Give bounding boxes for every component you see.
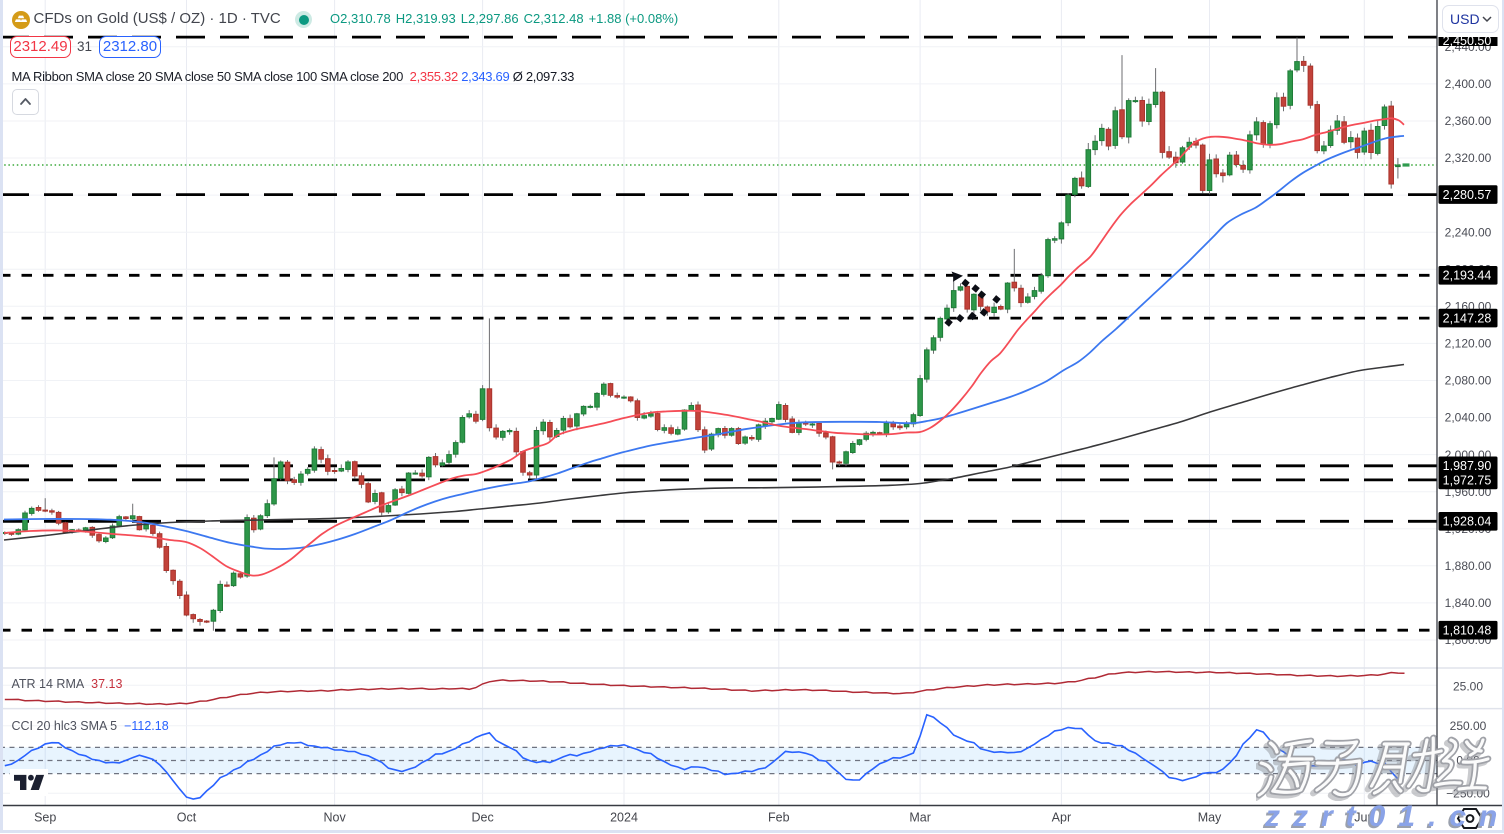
svg-text:Nov: Nov bbox=[323, 811, 346, 825]
svg-text:Sep: Sep bbox=[34, 811, 56, 825]
svg-text:2024: 2024 bbox=[610, 811, 638, 825]
svg-text:2,280.57: 2,280.57 bbox=[1443, 188, 1492, 202]
svg-text:1,880.00: 1,880.00 bbox=[1445, 559, 1492, 573]
svg-text:2,193.44: 2,193.44 bbox=[1443, 269, 1492, 283]
svg-text:1,810.48: 1,810.48 bbox=[1443, 624, 1492, 638]
svg-text:Jun: Jun bbox=[1354, 811, 1374, 825]
svg-text:Apr: Apr bbox=[1052, 811, 1071, 825]
svg-text:Oct: Oct bbox=[177, 811, 197, 825]
svg-text:Feb: Feb bbox=[768, 811, 790, 825]
svg-text:2,120.00: 2,120.00 bbox=[1445, 337, 1492, 351]
svg-text:25.00: 25.00 bbox=[1453, 679, 1483, 693]
svg-text:1,972.75: 1,972.75 bbox=[1443, 473, 1492, 487]
svg-text:May: May bbox=[1198, 811, 1222, 825]
svg-text:Dec: Dec bbox=[471, 811, 493, 825]
svg-text:2,040.00: 2,040.00 bbox=[1445, 411, 1492, 425]
svg-text:250.00: 250.00 bbox=[1450, 719, 1487, 733]
svg-text:2,320.00: 2,320.00 bbox=[1445, 151, 1492, 165]
svg-text:1,987.90: 1,987.90 bbox=[1443, 459, 1492, 473]
svg-text:2,080.00: 2,080.00 bbox=[1445, 374, 1492, 388]
svg-text:1,840.00: 1,840.00 bbox=[1445, 596, 1492, 610]
svg-text:Mar: Mar bbox=[909, 811, 931, 825]
svg-text:1,928.04: 1,928.04 bbox=[1443, 515, 1492, 529]
svg-text:2,450.50: 2,450.50 bbox=[1443, 34, 1492, 48]
svg-text:2,360.00: 2,360.00 bbox=[1445, 114, 1492, 128]
svg-text:2,240.00: 2,240.00 bbox=[1445, 225, 1492, 239]
svg-text:2,400.00: 2,400.00 bbox=[1445, 77, 1492, 91]
svg-text:2,147.28: 2,147.28 bbox=[1443, 312, 1492, 326]
